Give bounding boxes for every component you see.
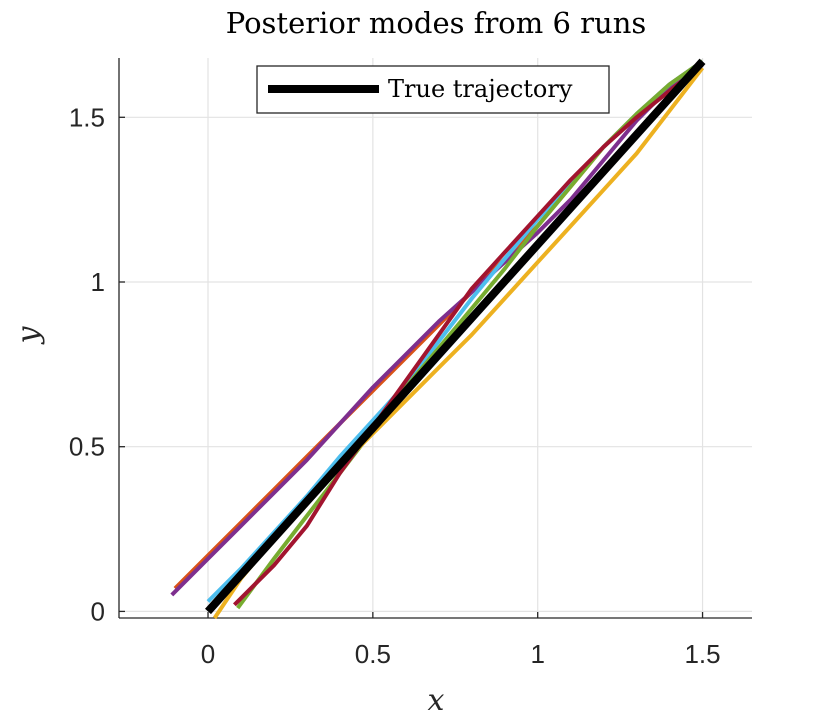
tick-label-layer: 0 0.5 1 1.5 0 0.5 1 1.5 — [69, 102, 721, 669]
x-tick-label: 1.5 — [684, 639, 720, 669]
series-line-run-5 — [212, 66, 705, 620]
x-tick-label: 0 — [201, 639, 215, 669]
grid-layer — [119, 58, 752, 618]
series-line-run-6 — [232, 63, 704, 607]
y-tick-label: 0.5 — [69, 432, 105, 462]
legend-label-true-trajectory: True trajectory — [388, 75, 573, 103]
x-tick-label: 0.5 — [355, 639, 391, 669]
y-tick-label: 1 — [91, 267, 105, 297]
axes-layer — [118, 58, 752, 619]
series-line-run-1 — [173, 59, 704, 590]
series-layer — [170, 58, 706, 620]
y-axis-label: y — [11, 325, 46, 345]
y-tick-label: 0 — [91, 596, 105, 626]
chart-title: Posterior modes from 6 runs — [226, 6, 647, 40]
y-tick-label: 1.5 — [69, 102, 105, 132]
series-line-run-2 — [170, 59, 704, 597]
legend: True trajectory — [256, 65, 610, 114]
series-line-true-trajectory — [205, 58, 706, 615]
x-tick-label: 1 — [530, 639, 544, 669]
x-axis-label: x — [428, 683, 445, 718]
